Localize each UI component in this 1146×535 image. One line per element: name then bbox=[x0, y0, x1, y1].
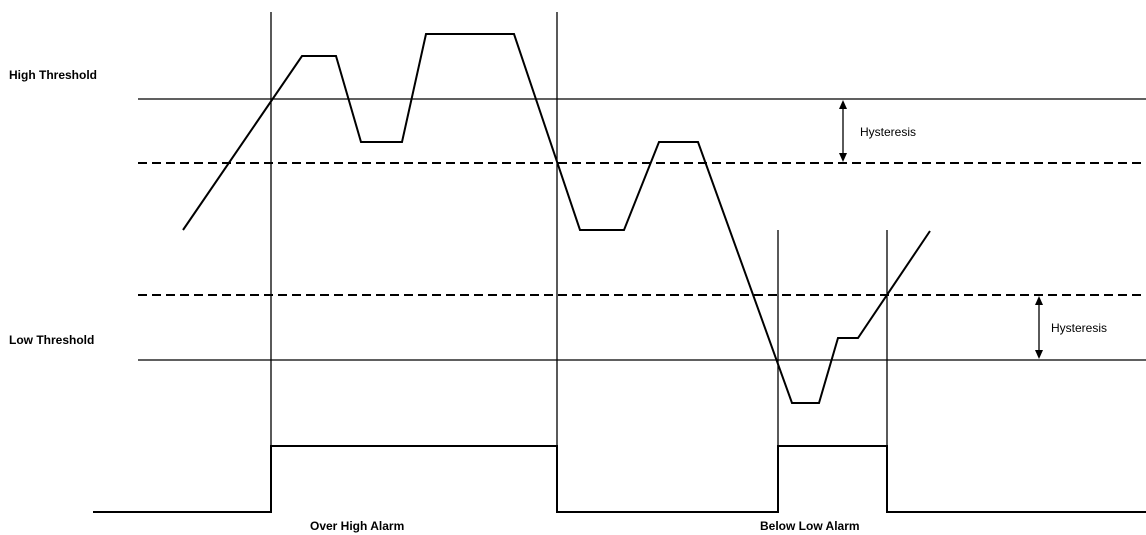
high-hysteresis-arrow bbox=[839, 100, 847, 162]
arrow-down-icon bbox=[839, 153, 847, 162]
low-threshold-label: Low Threshold bbox=[9, 333, 94, 347]
below-low-alarm-label: Below Low Alarm bbox=[760, 519, 860, 533]
high-threshold-label: High Threshold bbox=[9, 68, 97, 82]
input-signal-waveform bbox=[182, 33, 931, 404]
arrow-down-icon bbox=[1035, 350, 1043, 359]
over-high-alarm-label: Over High Alarm bbox=[310, 519, 404, 533]
arrow-up-icon bbox=[839, 100, 847, 109]
arrow-up-icon bbox=[1035, 296, 1043, 305]
alarm-output-waveform bbox=[93, 445, 1146, 513]
low-hysteresis-label: Hysteresis bbox=[1051, 321, 1107, 335]
high-hysteresis-label: Hysteresis bbox=[860, 125, 916, 139]
low-hysteresis-arrow bbox=[1035, 296, 1043, 359]
